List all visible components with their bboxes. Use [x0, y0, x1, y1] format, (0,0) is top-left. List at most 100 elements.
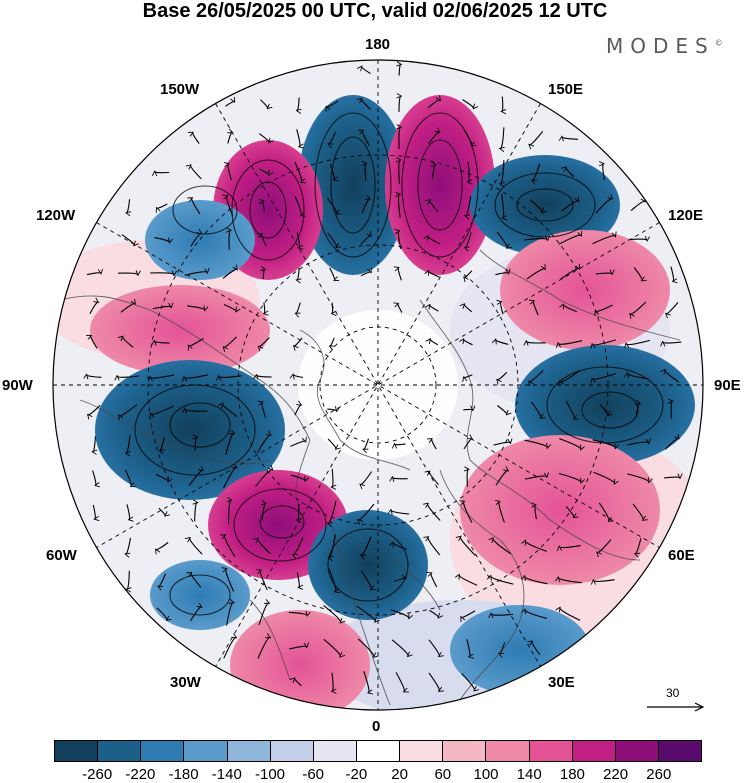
colorbar-tick-label: -260	[82, 766, 113, 783]
wind-vector-arrow	[190, 607, 202, 622]
wind-vector-arrow	[332, 302, 333, 314]
wind-vector-arrow	[124, 469, 131, 486]
wind-vector-arrow	[360, 471, 373, 485]
wind-vector-arrow	[263, 201, 266, 212]
wind-vector-arrow	[93, 436, 96, 451]
wind-vector-arrow	[293, 375, 303, 378]
wind-vector-arrow	[502, 96, 503, 112]
positive-anomaly-60e	[460, 435, 660, 585]
wind-vector-arrow	[189, 337, 204, 346]
lon-label-150e: 150E	[548, 81, 584, 98]
wind-vector-arrow	[533, 301, 539, 316]
colorbar-bin	[658, 741, 702, 761]
wind-vector-arrow	[119, 404, 138, 416]
colorbar-tick-label: -20	[345, 766, 368, 783]
wind-vector-arrow	[262, 402, 267, 418]
wind-vector-arrow	[491, 614, 514, 616]
wind-vector-arrow	[501, 302, 504, 315]
wind-vector-arrow	[262, 234, 267, 247]
wind-vector-arrow	[524, 439, 548, 448]
wind-vector-arrow	[428, 236, 441, 245]
lon-label-90e: 90E	[714, 377, 741, 394]
wind-vector-arrow	[395, 672, 404, 691]
wind-vector-arrow	[92, 504, 95, 519]
wind-vector-arrow	[155, 473, 168, 481]
wind-vector-arrow	[428, 639, 439, 656]
wind-vector-arrow	[190, 538, 203, 555]
wind-vector-arrow	[120, 303, 135, 313]
wind-vector-arrow	[149, 273, 174, 275]
wind-vector-arrow	[156, 607, 167, 620]
wind-vector-arrow	[256, 435, 270, 454]
wind-vector-arrow	[288, 612, 307, 615]
wind-vector-arrow	[398, 194, 400, 218]
wind-vector-arrow	[497, 371, 508, 380]
wind-vector-arrow	[390, 609, 409, 618]
wind-vector-arrow	[184, 374, 209, 378]
wind-vector-arrow	[362, 67, 371, 74]
wind-vector-arrow	[255, 470, 273, 487]
wind-vector-arrow	[499, 642, 506, 654]
wind-vector-arrow	[191, 165, 202, 180]
wind-vector-arrow	[260, 99, 267, 109]
wind-vector-arrow	[430, 305, 439, 312]
wind-vector-arrow	[86, 375, 102, 378]
wind-vector-arrow	[126, 199, 129, 213]
wind-vector-arrow	[260, 570, 268, 591]
wind-vector-arrow	[296, 129, 300, 146]
wind-vector-arrow	[195, 437, 197, 451]
wind-vector-arrow	[593, 471, 615, 483]
wind-vector-arrow	[190, 234, 201, 247]
reference-vector-label: 30	[666, 686, 680, 700]
wind-vector-arrow	[526, 269, 545, 280]
colorbar-bin	[356, 741, 401, 761]
wind-vector-arrow	[156, 542, 169, 550]
colorbar-bin	[572, 741, 616, 761]
wind-vector-arrow	[193, 132, 200, 144]
colorbar-bin	[313, 741, 357, 761]
wind-vector-arrow	[185, 409, 208, 411]
wind-vector-arrow	[499, 502, 505, 523]
wind-vector-arrow	[329, 534, 336, 558]
colorbar-bin	[141, 741, 185, 761]
wind-vector-arrow	[491, 576, 514, 585]
wind-vector-arrow	[329, 131, 336, 144]
wind-vector-arrow	[226, 602, 234, 626]
wind-vector-arrow	[592, 339, 616, 345]
wind-vector-arrow	[258, 133, 269, 143]
wind-vector-arrow	[630, 301, 647, 314]
wind-vector-arrow	[399, 127, 401, 149]
wind-vector-arrow	[258, 538, 271, 555]
wind-vector-arrow	[155, 172, 170, 173]
wind-vector-arrow	[529, 131, 544, 144]
wind-vector-arrow	[294, 196, 301, 216]
wind-vector-arrow	[323, 638, 341, 656]
wind-vector-arrow	[563, 304, 577, 313]
wind-vector-arrow	[529, 370, 544, 382]
lon-label-150w: 150W	[160, 81, 200, 98]
wind-vector-arrow	[188, 470, 203, 486]
wind-vector-arrow	[297, 503, 299, 520]
wind-vector-arrow	[219, 376, 242, 378]
wind-vector-arrow	[257, 638, 270, 659]
modes-logo: MODES©	[606, 34, 723, 58]
wind-vector-arrow	[92, 470, 96, 486]
wind-vector-arrow	[524, 476, 547, 480]
wind-vector-arrow	[399, 64, 401, 76]
wind-vector-arrow	[559, 545, 581, 548]
wind-vector-arrow	[664, 438, 679, 450]
wind-vector-arrow	[360, 570, 371, 590]
wind-vector-arrow	[294, 161, 302, 182]
wind-vector-arrow	[560, 369, 581, 382]
wind-vector-arrow	[428, 132, 440, 145]
anomaly-field	[53, 60, 703, 710]
wind-vector-arrow	[328, 500, 337, 524]
wind-vector-arrow	[363, 671, 369, 693]
wind-vector-arrow	[157, 203, 168, 208]
wind-vector-arrow	[86, 273, 101, 276]
wind-vector-arrow	[561, 201, 579, 212]
wind-vector-arrow	[628, 373, 649, 380]
colorbar-tick-label: 20	[391, 766, 408, 783]
wind-vector-arrow	[462, 99, 474, 109]
colorbar-bin	[227, 741, 271, 761]
